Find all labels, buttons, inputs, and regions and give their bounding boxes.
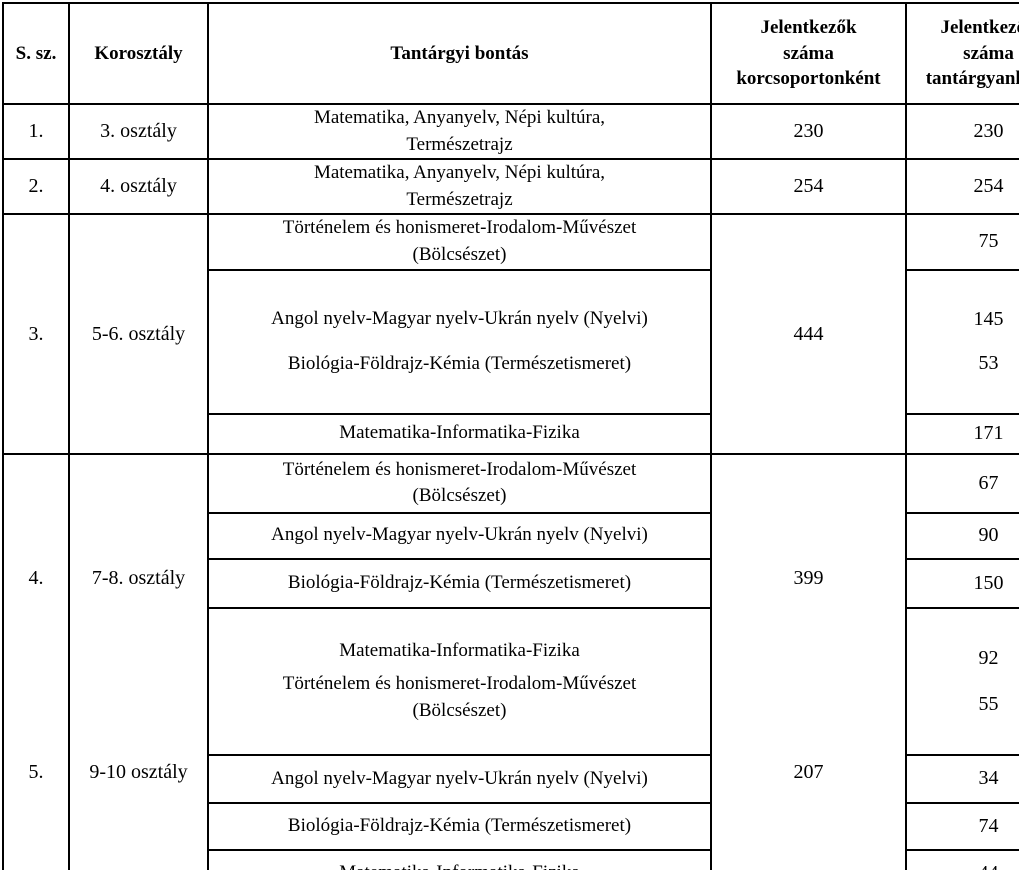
subject-cell: Matematika-Informatika-Fizika [207, 848, 712, 870]
count-by-subject-cell: 90 [905, 511, 1019, 560]
count-by-subject-cell-merged: 145 53 [905, 268, 1019, 415]
subject-cell: Matematika, Anyanyelv, Népi kultúra, Ter… [207, 102, 712, 161]
header-cell-serial: S. sz. [2, 2, 70, 105]
count-line: 55 [978, 692, 999, 715]
count-by-age-cell-merged: 399 207 [710, 452, 907, 870]
subject-cell: Angol nyelv-Magyar nyelv-Ukrán nyelv (Ny… [207, 511, 712, 560]
age-group-cell: 4. osztály [68, 158, 209, 216]
header-cell-applicants-by-subject: Jelentkezők száma tantárgyanként [905, 2, 1019, 105]
count-by-age-cell: 230 [710, 102, 907, 161]
table-row: 3. 5-6. osztály Történelem és honismeret… [2, 213, 1019, 455]
table-row: Biológia-Földrajz-Kémia (Természetismere… [3, 801, 1019, 851]
count-line: 145 [973, 307, 1004, 330]
subject-cell: Biológia-Földrajz-Kémia (Természetismere… [207, 801, 712, 851]
table-row: Angol nyelv-Magyar nyelv-Ukrán nyelv (Ny… [3, 753, 1019, 804]
subject-cell: Matematika-Informatika-Fizika [207, 412, 712, 455]
count-by-subject-cell: 75 [905, 213, 1019, 271]
count-line: 92 [978, 646, 999, 669]
count-by-subject-cell: 44 [905, 848, 1019, 870]
subject-line: Történelem és honismeret-Irodalom-Művész… [282, 673, 637, 721]
serial-label: 4. [28, 566, 44, 589]
serial-cell: 3. [2, 213, 70, 455]
count-by-age-label: 399 [793, 566, 824, 589]
table-row: Matematika-Informatika-Fizika Történelem… [3, 606, 1019, 756]
subject-cell: Angol nyelv-Magyar nyelv-Ukrán nyelv (Ny… [207, 753, 712, 804]
subject-cell-merged: Matematika-Informatika-Fizika Történelem… [207, 606, 712, 756]
header-cell-age-group: Korosztály [68, 2, 209, 105]
age-group-label: 9-10 osztály [89, 760, 188, 783]
header-row: S. sz. Korosztály Tantárgyi bontás Jelen… [2, 2, 1019, 105]
subject-cell: Történelem és honismeret-Irodalom-Művész… [207, 452, 712, 514]
subject-cell-merged: Angol nyelv-Magyar nyelv-Ukrán nyelv (Ny… [207, 268, 712, 415]
count-by-subject-cell: 230 [905, 102, 1019, 161]
table-row: Matematika-Informatika-Fizika 44 [3, 848, 1019, 870]
table-row: Angol nyelv-Magyar nyelv-Ukrán nyelv (Ny… [3, 511, 1019, 560]
table-row: 2. 4. osztály Matematika, Anyanyelv, Nép… [2, 158, 1019, 216]
table-row: 4. 5. 7-8. osztály 9-10 osztály Történel… [2, 452, 1019, 870]
serial-cell: 2. [2, 158, 70, 216]
count-by-subject-cell: 34 [905, 753, 1019, 804]
header-cell-subjects: Tantárgyi bontás [207, 2, 712, 105]
subject-line: Biológia-Földrajz-Kémia (Természetismere… [287, 352, 632, 374]
count-by-age-cell: 444 [710, 213, 907, 455]
count-by-subject-cell-merged: 92 55 [905, 606, 1019, 756]
count-line: 53 [978, 352, 999, 375]
table-row: Angol nyelv-Magyar nyelv-Ukrán nyelv (Ny… [3, 268, 1019, 415]
count-by-subject-cell: 150 [905, 557, 1019, 609]
serial-label: 5. [28, 760, 44, 783]
table-row: Matematika-Informatika-Fizika 171 [3, 412, 1019, 455]
subject-cell: Történelem és honismeret-Irodalom-Művész… [207, 213, 712, 271]
count-by-subject-cell: 74 [905, 801, 1019, 851]
subject-line: Matematika-Informatika-Fizika [339, 640, 580, 662]
subject-cell: Matematika, Anyanyelv, Népi kultúra, Ter… [207, 158, 712, 216]
count-by-subject-cell: 67 [905, 452, 1019, 514]
table-row: Biológia-Földrajz-Kémia (Természetismere… [3, 557, 1019, 609]
table-row: 1. 3. osztály Matematika, Anyanyelv, Nép… [2, 102, 1019, 161]
count-by-subject-cell: 171 [905, 412, 1019, 455]
age-group-cell: 3. osztály [68, 102, 209, 161]
age-group-label: 7-8. osztály [91, 566, 186, 589]
age-group-cell-merged: 7-8. osztály 9-10 osztály [68, 452, 209, 870]
count-by-subject-cell: 254 [905, 158, 1019, 216]
subject-cell: Biológia-Földrajz-Kémia (Természetismere… [207, 557, 712, 609]
age-group-cell: 5-6. osztály [68, 213, 209, 455]
count-by-age-cell: 254 [710, 158, 907, 216]
subject-line: Angol nyelv-Magyar nyelv-Ukrán nyelv (Ny… [271, 308, 648, 330]
count-by-age-label: 207 [793, 760, 824, 783]
serial-cell: 1. [2, 102, 70, 161]
header-cell-applicants-by-age: Jelentkezők száma korcsoportonként [710, 2, 907, 105]
serial-cell-merged: 4. 5. [2, 452, 70, 870]
